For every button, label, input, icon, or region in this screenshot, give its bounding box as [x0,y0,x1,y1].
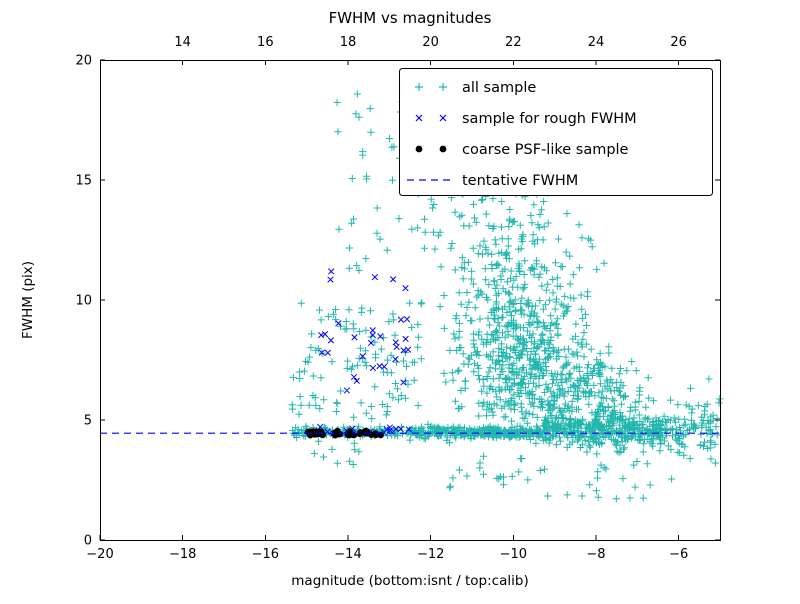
chart-title: FWHM vs magnitudes [329,9,492,27]
legend-item-coarse-psf: coarse PSF-like sample [415,142,629,158]
legend-label: tentative FWHM [462,173,578,189]
legend-item-all-sample: all sample [415,80,536,96]
legend-label: sample for rough FWHM [462,111,637,127]
svg-text:10: 10 [75,294,92,309]
svg-text:22: 22 [505,35,522,50]
svg-text:−8: −8 [586,547,605,562]
svg-text:−14: −14 [334,547,361,562]
svg-text:−16: −16 [252,547,279,562]
legend-label: all sample [462,80,536,96]
x-marker-icon [415,114,447,122]
y-axis-label: FWHM (pix) [20,261,36,339]
svg-text:24: 24 [588,35,605,50]
svg-text:5: 5 [84,414,92,429]
svg-text:−18: −18 [169,547,196,562]
svg-text:0: 0 [84,534,92,549]
legend: all sample sample for rough FWHM coarse … [399,68,713,196]
svg-text:16: 16 [257,35,274,50]
scatter-series-sample-for-rough-fwhm [317,268,413,437]
svg-text:−12: −12 [417,547,444,562]
svg-text:14: 14 [174,35,191,50]
svg-text:15: 15 [75,174,92,189]
x-axis-label: magnitude (bottom:isnt / top:calib) [291,573,528,589]
svg-text:−20: −20 [86,547,113,562]
svg-text:18: 18 [340,35,357,50]
legend-item-tentative-fwhm: tentative FWHM [407,173,578,189]
legend-label: coarse PSF-like sample [462,142,629,158]
circle-marker-icon [439,145,447,153]
plot-frame [100,60,721,541]
svg-text:−6: −6 [669,547,688,562]
svg-text:20: 20 [75,54,92,69]
axis-ticks: −20 −18 −16 −14 −12 −10 −8 −6 14 16 18 20 22 24 26 0 5 10… [75,35,720,562]
svg-text:26: 26 [670,35,687,50]
legend-item-rough-fwhm: sample for rough FWHM [415,111,637,127]
svg-text:20: 20 [422,35,439,50]
plus-marker-icon [415,83,447,91]
svg-text:−10: −10 [500,547,527,562]
legend-box [399,68,713,196]
circle-marker-icon [415,145,423,153]
